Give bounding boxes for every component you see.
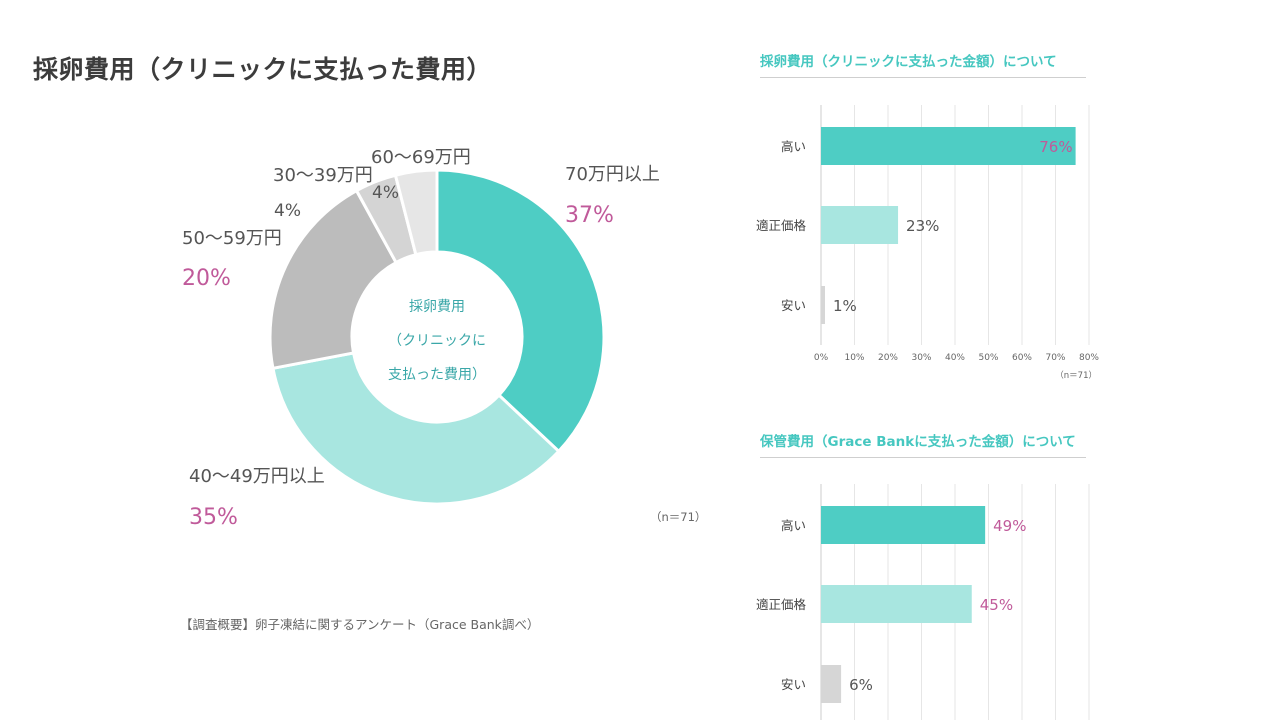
donut-slice-label-2: 50〜59万円 xyxy=(182,228,282,249)
clinic-tick-label-7: 70% xyxy=(1045,353,1065,363)
storage-bar-1 xyxy=(821,585,972,623)
storage-value-label-0: 49% xyxy=(993,517,1026,535)
donut-value-label-1: 35% xyxy=(189,505,238,530)
clinic-category-label-1: 適正価格 xyxy=(756,218,807,233)
donut-slice-4 xyxy=(393,168,439,257)
clinic-value-label-1: 23% xyxy=(906,217,939,235)
clinic-sample-size: （n＝71） xyxy=(1055,370,1097,381)
clinic-tick-label-4: 40% xyxy=(945,353,965,363)
donut-sample-size: （n＝71） xyxy=(650,510,706,524)
donut-slice-0 xyxy=(435,168,606,454)
storage-value-label-1: 45% xyxy=(980,596,1013,614)
donut-value-label-2: 20% xyxy=(182,266,231,291)
storage-value-label-2: 6% xyxy=(849,676,873,694)
page-title: 採卵費用（クリニックに支払った費用） xyxy=(33,55,493,84)
storage-cost-chart-title: 保管費用（Grace Bankに支払った金額）について xyxy=(760,430,1086,458)
clinic-bar-2 xyxy=(821,286,825,324)
donut-slice-label-0: 70万円以上 xyxy=(565,164,660,185)
donut-slice-2 xyxy=(268,188,399,371)
clinic-tick-label-0: 0% xyxy=(814,353,829,363)
donut-center-label-2: 支払った費用） xyxy=(388,367,486,383)
clinic-value-label-2: 1% xyxy=(833,297,857,315)
storage-category-label-2: 安い xyxy=(781,677,806,692)
clinic-bar-0 xyxy=(821,127,1076,165)
donut-value-label-3: 4% xyxy=(274,201,301,221)
donut-slice-label-3: 30〜39万円 xyxy=(273,165,373,186)
clinic-tick-label-3: 30% xyxy=(911,353,931,363)
clinic-cost-chart-title: 採卵費用（クリニックに支払った金額）について xyxy=(760,50,1086,78)
donut-value-label-0: 37% xyxy=(565,203,614,228)
storage-bar-0 xyxy=(821,506,986,544)
storage-category-label-0: 高い xyxy=(781,518,806,533)
donut-value-label-4: 4% xyxy=(372,183,399,203)
clinic-tick-label-5: 50% xyxy=(978,353,998,363)
clinic-category-label-0: 高い xyxy=(781,139,806,154)
donut-slice-label-1: 40〜49万円以上 xyxy=(189,466,325,487)
survey-note: 【調査概要】卵子凍結に関するアンケート（Grace Bank調べ） xyxy=(180,617,540,632)
clinic-tick-label-2: 20% xyxy=(878,353,898,363)
clinic-tick-label-8: 80% xyxy=(1079,353,1099,363)
donut-slice-1 xyxy=(271,351,561,506)
storage-category-label-1: 適正価格 xyxy=(756,597,807,612)
clinic-tick-label-6: 60% xyxy=(1012,353,1032,363)
storage-bar-2 xyxy=(821,665,842,703)
clinic-bar-1 xyxy=(821,206,899,244)
clinic-category-label-2: 安い xyxy=(781,298,806,313)
donut-center-label-1: （クリニックに xyxy=(388,333,486,349)
clinic-value-label-0: 76% xyxy=(1039,138,1072,156)
clinic-tick-label-1: 10% xyxy=(844,353,864,363)
donut-slice-label-4: 60〜69万円 xyxy=(371,147,471,168)
donut-chart: 70万円以上37%40〜49万円以上35%50〜59万円20%30〜39万円4%… xyxy=(182,147,706,530)
donut-center-label-0: 採卵費用 xyxy=(409,299,465,315)
